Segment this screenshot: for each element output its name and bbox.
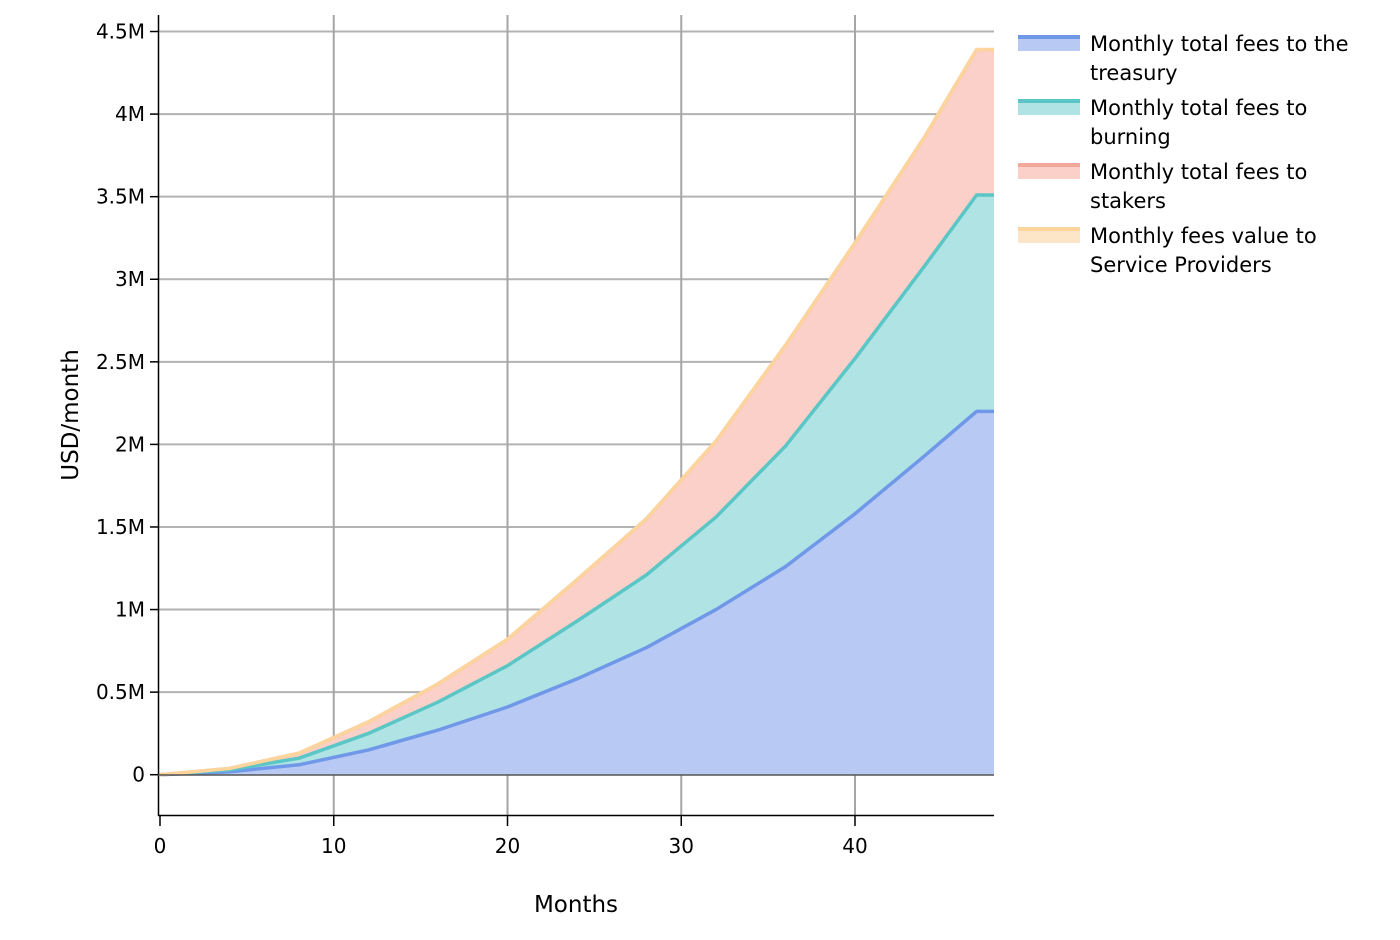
- legend-swatch-treasury: [1018, 35, 1080, 51]
- area-series-1: [160, 195, 994, 775]
- series-lines: [159, 47, 994, 777]
- y-tick-label: 0: [132, 763, 145, 787]
- y-tick-label: 4.5M: [96, 20, 145, 44]
- x-axis-title: Months: [534, 892, 618, 918]
- y-axis-title: USD/month: [58, 349, 84, 481]
- y-tick-label: 2.5M: [96, 350, 145, 374]
- legend-label-service-providers: Monthly fees value to Service Providers: [1090, 224, 1317, 277]
- legend-label-burning: Monthly total fees to burning: [1090, 96, 1308, 149]
- legend-label-stakers: Monthly total fees to stakers: [1090, 160, 1308, 213]
- area-layer: [160, 49, 994, 775]
- y-ticks: 0 0.5M 1M 1.5M 2M 2.5M 3M 3.5M 4M 4.5M: [96, 20, 158, 787]
- x-tick-label: 30: [669, 834, 694, 858]
- area-series-0: [160, 411, 994, 775]
- y-tick-label: 3.5M: [96, 185, 145, 209]
- x-tick-label: 0: [154, 834, 167, 858]
- y-tick-label: 0.5M: [96, 680, 145, 704]
- axes: [157, 15, 994, 817]
- x-tick-label: 20: [495, 834, 520, 858]
- legend-item-stakers[interactable]: Monthly total fees to stakers: [1018, 158, 1388, 216]
- line-series-0: [159, 409, 994, 777]
- y-tick-label: 4M: [115, 102, 145, 126]
- x-tick-label: 10: [321, 834, 346, 858]
- legend-swatch-burning: [1018, 99, 1080, 115]
- line-series-3: [159, 47, 994, 777]
- legend-item-burning[interactable]: Monthly total fees to burning: [1018, 94, 1388, 152]
- x-tick-label: 40: [842, 834, 867, 858]
- legend: Monthly total fees to the treasury Month…: [1018, 30, 1388, 286]
- x-ticks: 0 10 20 30 40: [154, 816, 868, 858]
- legend-item-treasury[interactable]: Monthly total fees to the treasury: [1018, 30, 1388, 88]
- legend-swatch-service-providers: [1018, 227, 1080, 243]
- legend-label-treasury: Monthly total fees to the treasury: [1090, 32, 1349, 85]
- legend-swatch-stakers: [1018, 163, 1080, 179]
- y-tick-label: 1M: [115, 598, 145, 622]
- y-tick-label: 1.5M: [96, 515, 145, 539]
- legend-item-service-providers[interactable]: Monthly fees value to Service Providers: [1018, 222, 1388, 280]
- y-tick-label: 3M: [115, 267, 145, 291]
- y-tick-label: 2M: [115, 432, 145, 456]
- line-series-1: [159, 193, 994, 777]
